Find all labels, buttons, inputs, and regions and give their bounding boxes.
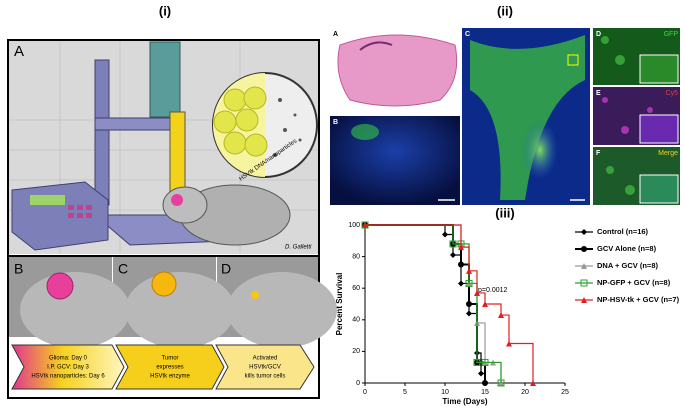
legend-label: NP-GFP + GCV (n=8) bbox=[597, 278, 671, 287]
illustration: HSVtk DNA/nanoparticles D. Galletti A B … bbox=[7, 39, 337, 399]
marker bbox=[450, 252, 456, 259]
step-text: I.P. GCV: Day 3 bbox=[47, 365, 89, 371]
series-line bbox=[365, 224, 534, 383]
image-fluor bbox=[330, 116, 460, 205]
marker bbox=[474, 289, 480, 296]
marker bbox=[458, 261, 464, 268]
legend-marker bbox=[581, 229, 587, 235]
channel-label: Cy5 bbox=[666, 90, 679, 97]
panel-label: C bbox=[118, 261, 128, 277]
x-tick-label: 15 bbox=[481, 389, 489, 396]
tumor bbox=[46, 272, 74, 300]
marker bbox=[458, 244, 464, 251]
y-tick-label: 100 bbox=[348, 222, 360, 229]
x-tick-label: 25 bbox=[561, 389, 569, 396]
step-arrow bbox=[115, 344, 225, 390]
panel-label: D bbox=[221, 261, 231, 277]
marker bbox=[362, 222, 368, 228]
marker bbox=[498, 312, 504, 319]
pump bbox=[149, 41, 181, 118]
tumor-site bbox=[171, 194, 183, 206]
y-tick-label: 40 bbox=[352, 317, 360, 324]
panel-label: F bbox=[596, 150, 601, 157]
tumor bbox=[151, 271, 177, 297]
marker bbox=[506, 340, 512, 347]
marker bbox=[497, 379, 505, 387]
particle-dots bbox=[273, 98, 302, 157]
controller-buttons bbox=[68, 205, 92, 218]
marker bbox=[482, 380, 488, 386]
panel-label: B bbox=[333, 119, 338, 126]
step-text: HSVtk/GCV bbox=[249, 365, 281, 371]
figure-label: (i) bbox=[159, 3, 171, 18]
x-tick-label: 10 bbox=[441, 389, 449, 396]
microscopy: A B C D E F GFP Cy5 Merge bbox=[330, 28, 680, 205]
marker bbox=[442, 231, 448, 238]
marker bbox=[482, 301, 488, 307]
legend-label: GCV Alone (n=8) bbox=[597, 244, 657, 253]
nanoparticles bbox=[213, 86, 268, 157]
marker bbox=[478, 370, 484, 377]
legend-marker bbox=[581, 263, 587, 269]
controller bbox=[11, 181, 109, 251]
x-tick-label: 20 bbox=[521, 389, 529, 396]
panel-label: B bbox=[14, 261, 23, 277]
step-arrow bbox=[215, 344, 315, 390]
legend-marker bbox=[581, 246, 587, 252]
y-tick-label: 20 bbox=[352, 348, 360, 355]
figure-label: (ii) bbox=[497, 3, 513, 18]
y-axis-title: Percent Survival bbox=[335, 273, 344, 336]
panel-label: C bbox=[465, 31, 470, 38]
tumor bbox=[251, 291, 259, 299]
channel-label: GFP bbox=[664, 31, 679, 38]
step-text: kills tumor cells bbox=[245, 374, 286, 380]
step-text: Tumor bbox=[161, 356, 178, 362]
step-arrow bbox=[11, 344, 125, 390]
marker bbox=[465, 279, 473, 287]
y-tick-label: 0 bbox=[356, 380, 360, 387]
brain-section bbox=[337, 34, 458, 107]
step-text: HSVtk nanoparticles: Day 6 bbox=[31, 374, 105, 380]
x-axis-title: Time (Days) bbox=[442, 397, 488, 406]
figure-label: (iii) bbox=[495, 205, 515, 220]
marker bbox=[530, 380, 536, 386]
marker bbox=[466, 267, 472, 274]
y-tick-label: 80 bbox=[352, 253, 360, 260]
marker bbox=[473, 358, 481, 366]
step-text: Activated bbox=[253, 356, 278, 362]
step-text: Glioma: Day 0 bbox=[49, 356, 88, 362]
x-tick-label: 5 bbox=[403, 389, 407, 396]
channel-label: Merge bbox=[658, 150, 678, 157]
legend-label: DNA + GCV (n=8) bbox=[597, 261, 658, 270]
survival-chart: 0 20 40 60 80 100 0 5 10 15 20 25 Time (Days) Percent… bbox=[335, 221, 680, 406]
marker bbox=[466, 310, 472, 317]
panel-label: E bbox=[596, 90, 601, 97]
marker bbox=[449, 240, 457, 248]
x-tick-label: 0 bbox=[363, 389, 367, 396]
panel-label: D bbox=[596, 31, 601, 38]
y-tick-label: 60 bbox=[352, 285, 360, 292]
marker bbox=[458, 280, 464, 287]
annotation: p=0.0012 bbox=[478, 287, 507, 294]
signature: D. Galletti bbox=[285, 245, 312, 251]
panel-label: A bbox=[14, 43, 24, 60]
legend-label: Control (n=16) bbox=[597, 227, 649, 236]
panel-label: A bbox=[333, 31, 338, 38]
frame-post bbox=[94, 59, 110, 206]
mouse-head bbox=[162, 186, 208, 224]
series-line bbox=[365, 224, 502, 383]
step-text: expresses bbox=[156, 365, 183, 371]
legend-marker bbox=[580, 279, 588, 287]
legend-label: NP-HSV-tk + GCV (n=7) bbox=[597, 295, 680, 304]
marker bbox=[466, 301, 472, 307]
marker bbox=[481, 358, 489, 366]
legend-marker bbox=[581, 297, 587, 303]
controller-screen bbox=[30, 195, 65, 205]
step-text: HSVtk enzyme bbox=[150, 374, 190, 380]
gfp-signal bbox=[470, 35, 585, 200]
mouse-heads bbox=[20, 272, 337, 348]
